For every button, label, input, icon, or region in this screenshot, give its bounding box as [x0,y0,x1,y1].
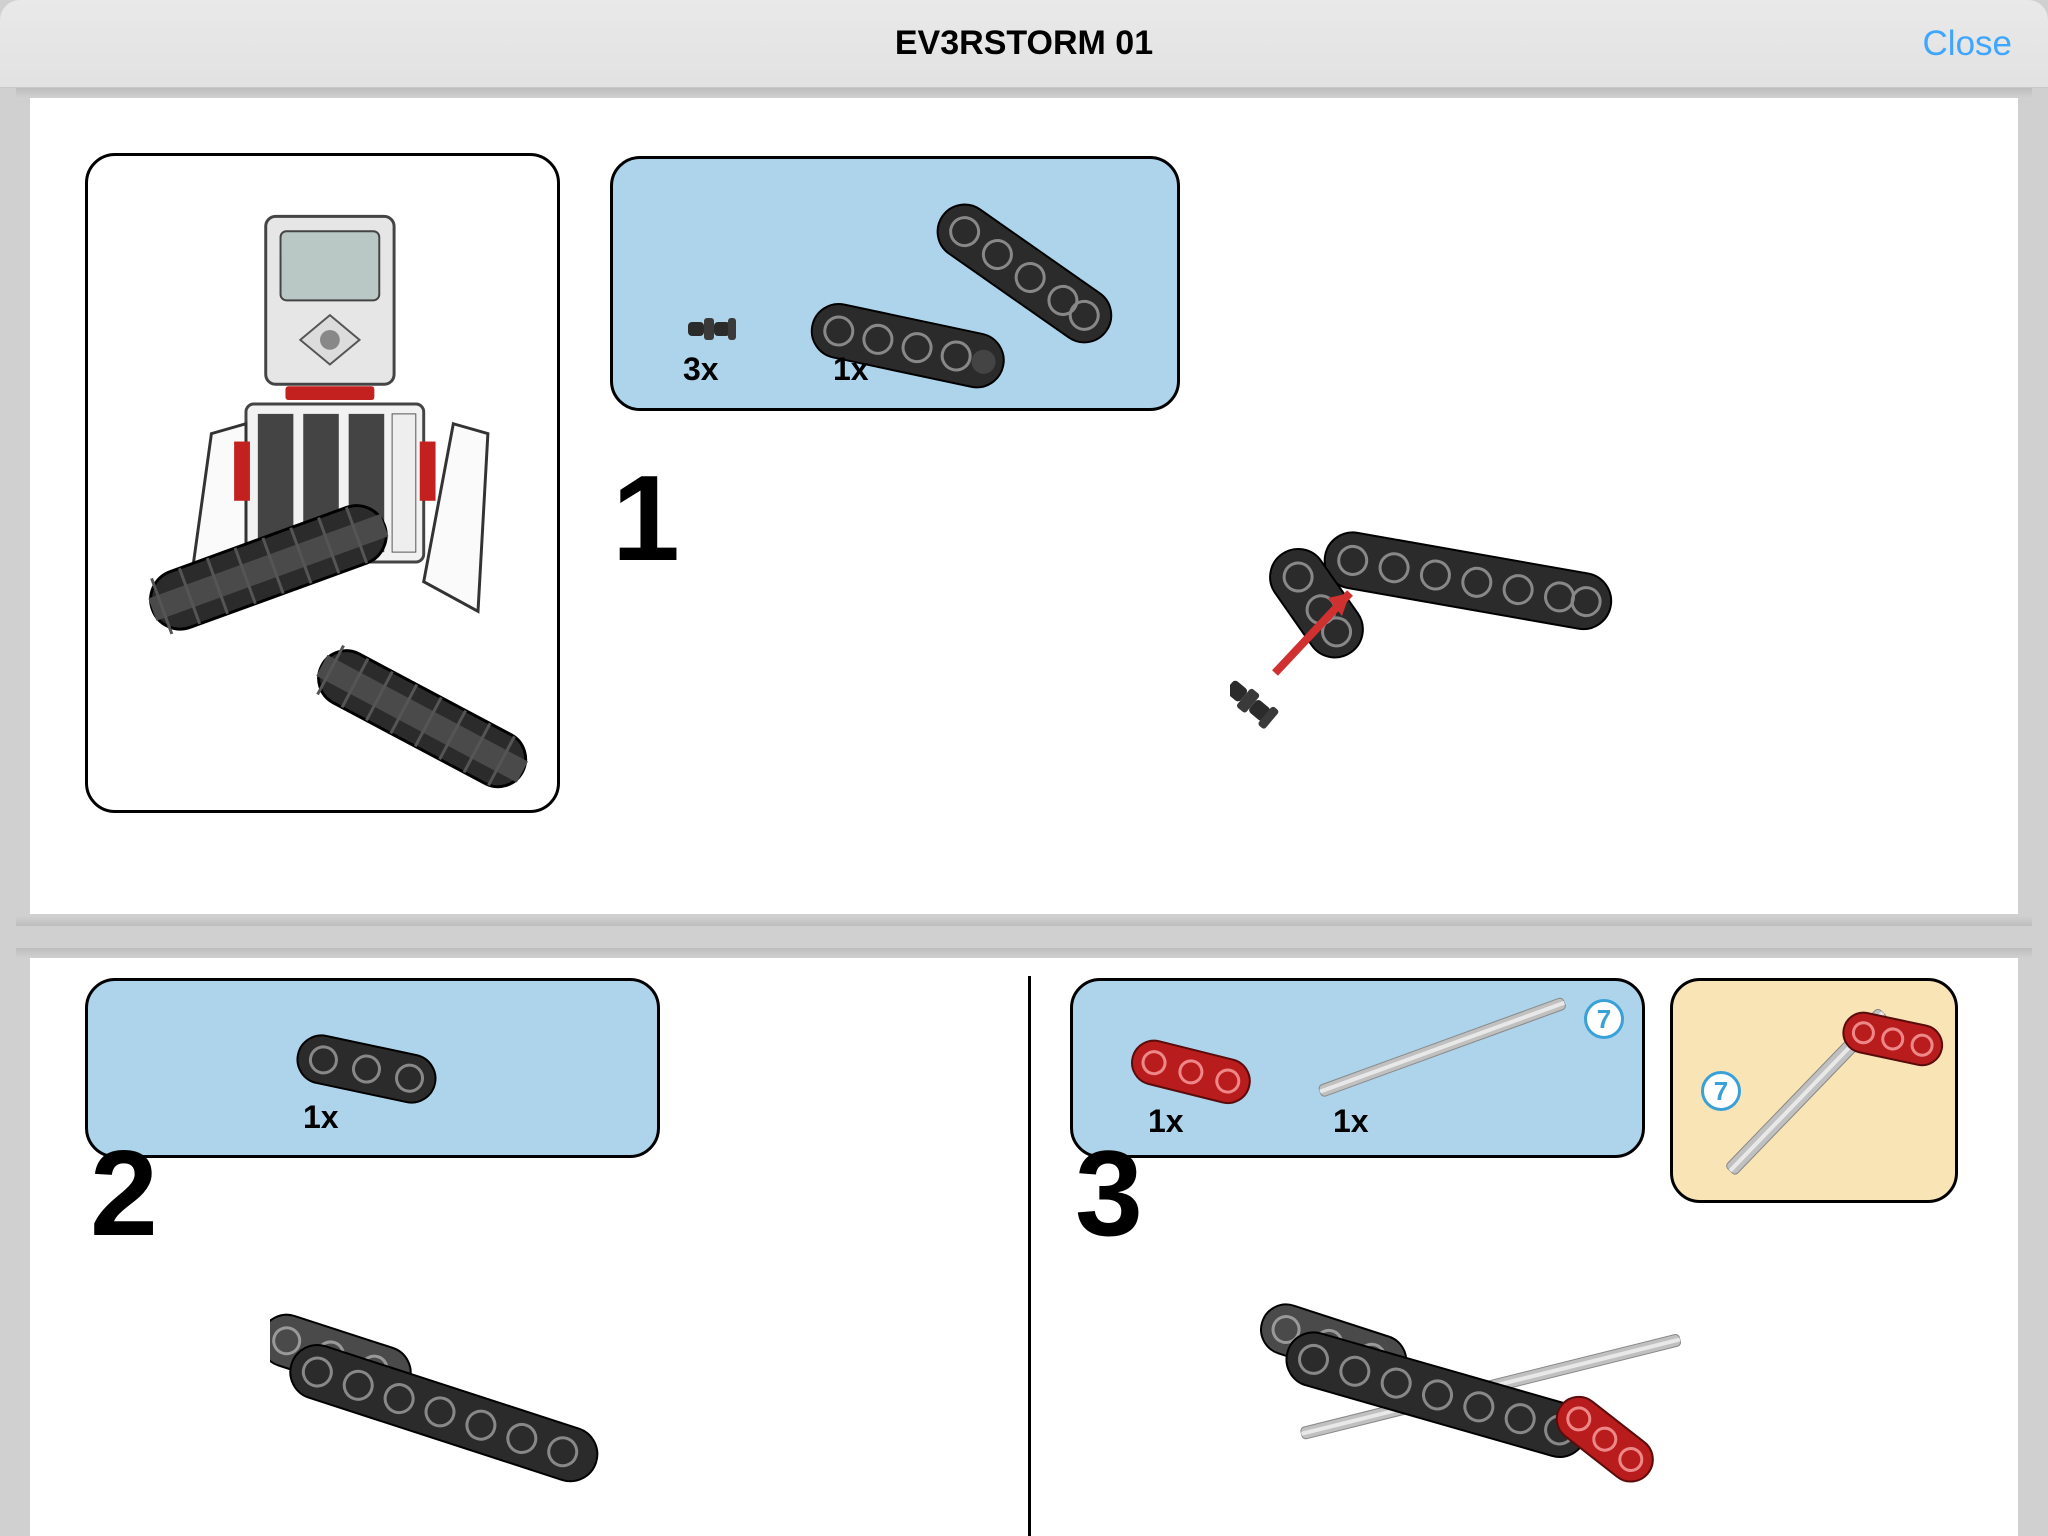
step-2-parts-icon [88,981,660,1158]
page-shadow [16,88,2032,98]
step-3-assembly-icon [1240,1278,1760,1508]
qty-label: 1x [1148,1103,1184,1140]
close-button[interactable]: Close [1923,24,2012,64]
qty-label: 1x [1333,1103,1369,1140]
header-bar: EV3RSTORM 01 Close [0,0,2048,88]
step-number-3: 3 [1075,1123,1143,1263]
window-frame: EV3RSTORM 01 Close [0,0,2048,1536]
page-shadow [16,916,2032,926]
ev3rstorm-robot-icon [88,156,557,810]
instruction-page-2[interactable]: 1x 2 [30,958,2018,1536]
step-2-assembly-icon [270,1288,650,1488]
page-shadow [16,948,2032,958]
step-1-assembly [1230,498,1660,738]
step-3-assembly [1240,1278,1760,1508]
step-3-subassembly-box: 7 [1670,978,1958,1203]
step-number-1: 1 [612,448,680,588]
instruction-page-1[interactable]: 3x 1x 1 [30,98,2018,914]
page-title: EV3RSTORM 01 [895,24,1153,63]
qty-label: 1x [303,1099,339,1136]
page-divider [1028,976,1031,1536]
axle-length-badge: 7 [1584,999,1624,1039]
step-number-2: 2 [90,1123,158,1263]
qty-label: 1x [833,351,869,388]
step-1-assembly-icon [1230,498,1660,738]
step-2-assembly [270,1288,650,1488]
step-1-parts-box: 3x 1x [610,156,1180,411]
axle-length-badge: 7 [1701,1071,1741,1111]
robot-preview-panel [85,153,560,813]
qty-label: 3x [683,351,719,388]
step-3-parts-box: 1x 1x 7 [1070,978,1645,1158]
step-2-parts-box: 1x [85,978,660,1158]
